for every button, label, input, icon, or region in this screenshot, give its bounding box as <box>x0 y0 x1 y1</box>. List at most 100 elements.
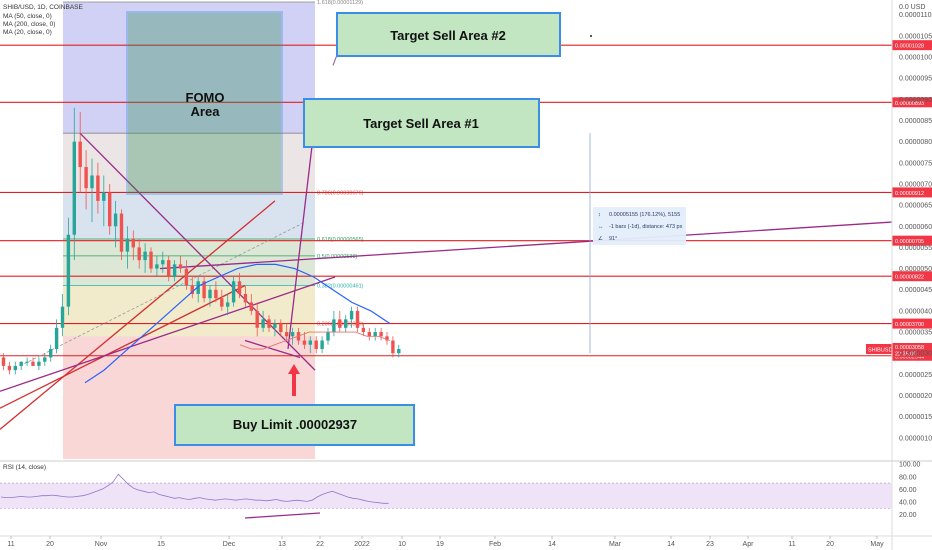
target-sell-2-box <box>336 12 561 57</box>
symbol-title: SHIB/USD, 1D, COINBASE <box>3 4 83 11</box>
candle-body <box>314 340 318 349</box>
candle-body <box>208 289 212 299</box>
candle-body <box>66 234 71 307</box>
x-tick-label: Mar <box>609 541 622 548</box>
candle-body <box>108 192 112 227</box>
candle-body <box>37 361 41 366</box>
measure-tooltip-text: -1 bars (-1d), distance: 473 px <box>609 224 683 230</box>
candle-body <box>25 361 29 363</box>
candle-body <box>285 332 289 337</box>
price-level-tag <box>892 40 932 51</box>
candle-body <box>279 323 283 333</box>
candle-body <box>149 251 153 269</box>
candle-body <box>72 141 76 235</box>
candle-body <box>397 348 401 354</box>
x-tick-label: Dec <box>223 541 236 548</box>
candle-body <box>54 327 59 349</box>
candle-body <box>78 141 82 168</box>
candle-body <box>1 357 6 366</box>
candle-body <box>237 281 242 294</box>
countdown: 22:35:00 <box>895 351 916 357</box>
rsi-band <box>0 483 892 509</box>
candle-body <box>43 357 47 362</box>
target-sell-1-label: Target Sell Area #1 <box>363 116 479 131</box>
trend-line <box>79 132 316 371</box>
trend-line <box>19 221 306 367</box>
candle-body <box>31 361 35 366</box>
x-tick-label: 22 <box>316 541 324 548</box>
candle-body <box>361 327 366 333</box>
trend-line <box>0 284 246 409</box>
measure-tooltip-text: 91° <box>609 236 617 242</box>
fib-label: 0.786(0.00000676) <box>317 190 364 196</box>
candle-body <box>90 175 94 189</box>
price-level-tag <box>892 235 932 246</box>
x-tick-label: 19 <box>436 541 444 548</box>
current-price: 0.00003058 <box>895 345 924 351</box>
candle-body <box>113 213 118 227</box>
candle-body <box>178 264 183 269</box>
candle-body <box>49 348 53 358</box>
x-tick-label: 15 <box>157 541 165 548</box>
trend-line <box>287 120 316 350</box>
fomo-area-label: Area <box>191 104 221 119</box>
rsi-title: RSI (14, close) <box>3 464 46 471</box>
candle-body <box>385 336 389 341</box>
candle-body <box>290 332 295 337</box>
candle-body <box>220 298 224 307</box>
candle-body <box>255 310 259 328</box>
price-level-tag-text: 0.00001028 <box>895 44 924 50</box>
rsi-y-tick-label: 100.00 <box>899 462 921 469</box>
x-tick-label: 23 <box>706 541 714 548</box>
candle-body <box>155 264 159 269</box>
price-level-tag <box>892 97 932 108</box>
measure-tooltip-text: 0.00005155 (176.12%), 5155 <box>609 212 680 218</box>
x-tick-label: 20 <box>826 541 834 548</box>
trend-line <box>0 200 276 430</box>
marker-dot <box>590 35 592 37</box>
indicator-label: MA (20, close, 0) <box>3 29 52 36</box>
candle-body <box>267 319 271 328</box>
x-tick-label: Feb <box>489 541 501 548</box>
candle-body <box>326 332 330 341</box>
candle-body <box>243 293 248 303</box>
candle-body <box>355 310 360 328</box>
candle-body <box>202 281 206 299</box>
ma-50-line <box>84 263 391 384</box>
x-tick-label: 11 <box>788 541 795 548</box>
x-tick-label: 14 <box>548 541 556 548</box>
fib-band-382 <box>63 285 315 337</box>
fib-label: 0.382(0.00000461) <box>317 284 364 290</box>
up-arrow-icon <box>288 364 300 396</box>
candle-body <box>60 306 65 328</box>
candle-body <box>167 260 171 278</box>
rsi-line <box>0 473 389 504</box>
fib-label: 1.618(0.00001129) <box>317 0 363 6</box>
candle-body <box>332 319 336 333</box>
ma-200-line <box>239 331 391 350</box>
price-level-tag <box>892 271 932 282</box>
symbol-tag <box>866 343 892 354</box>
fib-label: 0.618(0.00000565) <box>317 237 364 243</box>
candle-body <box>320 340 324 349</box>
candle-body <box>137 247 141 261</box>
buy-limit-box <box>174 404 415 446</box>
price-level-tag-text: 0.00000822 <box>895 275 924 281</box>
candle-body <box>131 238 135 248</box>
measure-tooltip-icon: ↕ <box>598 212 601 218</box>
